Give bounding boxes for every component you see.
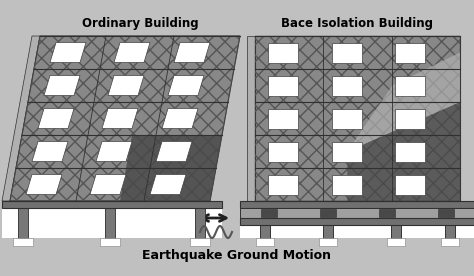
Bar — [28, 208, 105, 238]
Bar — [391, 225, 401, 238]
Bar — [2, 201, 222, 208]
Polygon shape — [347, 102, 460, 201]
Bar — [438, 209, 454, 217]
Bar — [395, 43, 425, 62]
Polygon shape — [114, 43, 150, 62]
Polygon shape — [50, 43, 86, 62]
Bar — [247, 36, 255, 201]
Bar — [2, 208, 18, 238]
Bar — [260, 225, 270, 238]
Bar — [13, 238, 33, 246]
Polygon shape — [102, 108, 138, 129]
Polygon shape — [108, 76, 144, 95]
Polygon shape — [96, 142, 132, 161]
Bar — [319, 238, 337, 246]
Bar — [240, 201, 474, 208]
Bar — [255, 36, 460, 201]
Polygon shape — [2, 36, 40, 201]
Polygon shape — [174, 43, 210, 62]
Bar — [268, 43, 298, 62]
Polygon shape — [156, 142, 192, 161]
Polygon shape — [10, 36, 240, 201]
Bar — [18, 208, 28, 238]
Bar — [441, 238, 459, 246]
Bar — [445, 225, 455, 238]
Bar — [391, 225, 401, 238]
Bar — [268, 142, 298, 161]
Bar — [261, 209, 277, 217]
Bar — [100, 238, 120, 246]
Bar — [240, 218, 474, 225]
Bar — [115, 208, 195, 238]
Polygon shape — [150, 174, 186, 195]
Bar — [395, 76, 425, 95]
Bar — [255, 36, 460, 201]
Bar — [323, 225, 333, 238]
Bar — [395, 174, 425, 195]
Text: Earthquake Ground Motion: Earthquake Ground Motion — [143, 249, 331, 262]
Bar — [379, 209, 395, 217]
Bar — [260, 225, 270, 238]
Bar — [190, 238, 210, 246]
Bar — [268, 108, 298, 129]
Bar — [323, 225, 333, 238]
Bar — [387, 238, 405, 246]
Polygon shape — [90, 174, 126, 195]
Polygon shape — [168, 76, 204, 95]
Bar — [205, 208, 222, 238]
Polygon shape — [347, 52, 460, 152]
Text: Ordinary Building: Ordinary Building — [82, 17, 198, 30]
Bar — [332, 174, 362, 195]
Polygon shape — [120, 135, 222, 201]
Bar — [195, 208, 205, 238]
Polygon shape — [162, 108, 198, 129]
Bar — [256, 238, 274, 246]
Bar — [332, 142, 362, 161]
Bar — [332, 76, 362, 95]
Polygon shape — [32, 142, 68, 161]
Bar — [268, 174, 298, 195]
Polygon shape — [44, 76, 80, 95]
Bar — [240, 225, 474, 238]
Bar — [332, 43, 362, 62]
Bar — [268, 76, 298, 95]
Bar — [105, 208, 115, 238]
Bar — [332, 108, 362, 129]
Polygon shape — [26, 174, 62, 195]
Bar — [320, 209, 336, 217]
Bar — [395, 108, 425, 129]
Bar — [445, 225, 455, 238]
Text: Bace Isolation Building: Bace Isolation Building — [282, 17, 434, 30]
Polygon shape — [38, 108, 74, 129]
Bar — [395, 142, 425, 161]
Bar — [240, 208, 474, 218]
